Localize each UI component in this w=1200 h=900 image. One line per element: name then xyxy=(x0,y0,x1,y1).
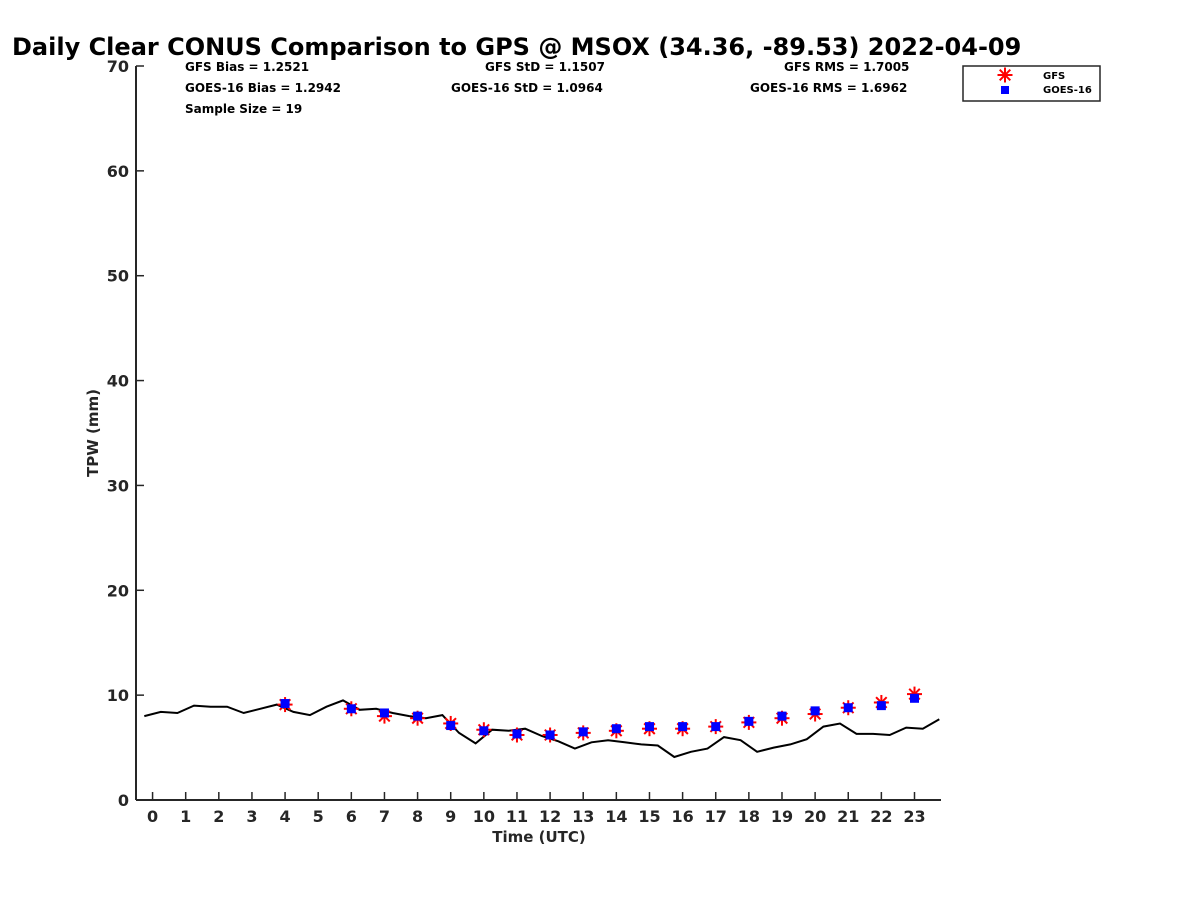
x-tick-label: 13 xyxy=(572,807,594,826)
x-tick-label: 4 xyxy=(280,807,291,826)
goes-point xyxy=(379,708,389,718)
x-tick-label: 1 xyxy=(180,807,191,826)
goes-point xyxy=(744,716,754,726)
x-tick-label: 9 xyxy=(445,807,456,826)
legend-label-goes: GOES-16 xyxy=(1043,85,1092,96)
goes-point xyxy=(413,711,423,721)
x-tick-label: 5 xyxy=(313,807,324,826)
legend-goes-square-icon xyxy=(1001,86,1009,94)
goes-point xyxy=(611,724,621,734)
goes-point xyxy=(711,722,721,732)
y-tick-label: 60 xyxy=(107,162,129,181)
goes-point xyxy=(280,699,290,709)
legend-gfs-asterisk-icon xyxy=(997,67,1013,83)
goes-point xyxy=(777,711,787,721)
y-tick-label: 70 xyxy=(107,57,129,76)
x-tick-label: 15 xyxy=(638,807,660,826)
y-tick-label: 0 xyxy=(118,791,129,810)
gfs-bias-stat: GFS Bias = 1.2521 xyxy=(185,60,309,74)
x-tick-label: 0 xyxy=(147,807,158,826)
goes-point xyxy=(545,730,555,740)
gfs-rms-stat: GFS RMS = 1.7005 xyxy=(784,60,909,74)
chart-title: Daily Clear CONUS Comparison to GPS @ MS… xyxy=(12,33,1021,61)
x-tick-label: 16 xyxy=(671,807,693,826)
y-axis-label: TPW (mm) xyxy=(84,389,102,477)
x-tick-label: 17 xyxy=(705,807,727,826)
x-tick-label: 23 xyxy=(903,807,925,826)
x-tick-label: 12 xyxy=(539,807,561,826)
goes-point xyxy=(512,729,522,739)
x-tick-label: 14 xyxy=(605,807,627,826)
legend-gfs-asterisk xyxy=(997,67,1013,83)
legend-box xyxy=(962,65,1101,102)
legend: GFS GOES-16 xyxy=(962,65,1101,102)
goes-point xyxy=(644,722,654,732)
goes-point xyxy=(876,701,886,711)
x-tick-label: 10 xyxy=(473,807,495,826)
x-tick-label: 7 xyxy=(379,807,390,826)
x-tick-label: 11 xyxy=(506,807,528,826)
goes-point xyxy=(446,721,456,731)
y-tick-label: 20 xyxy=(107,581,129,600)
x-tick-label: 8 xyxy=(412,807,423,826)
x-tick-label: 20 xyxy=(804,807,826,826)
x-tick-label: 2 xyxy=(213,807,224,826)
goes-point xyxy=(678,722,688,732)
gps-series-line xyxy=(144,699,940,759)
y-tick-label: 50 xyxy=(107,267,129,286)
goes-point xyxy=(479,726,489,736)
x-tick-label: 6 xyxy=(346,807,357,826)
goes-std-stat: GOES-16 StD = 1.0964 xyxy=(451,81,603,95)
gfs-std-stat: GFS StD = 1.1507 xyxy=(485,60,605,74)
goes-bias-stat: GOES-16 Bias = 1.2942 xyxy=(185,81,341,95)
x-tick-label: 22 xyxy=(870,807,892,826)
x-tick-label: 19 xyxy=(771,807,793,826)
goes-point xyxy=(810,706,820,716)
x-tick-label: 21 xyxy=(837,807,859,826)
y-tick-label: 40 xyxy=(107,372,129,391)
goes-point xyxy=(578,727,588,737)
goes-point xyxy=(346,704,356,714)
sample-size-stat: Sample Size = 19 xyxy=(185,102,302,116)
goes-rms-stat: GOES-16 RMS = 1.6962 xyxy=(750,81,907,95)
x-axis-label: Time (UTC) xyxy=(492,828,586,846)
x-tick-label: 18 xyxy=(738,807,760,826)
goes-point xyxy=(909,693,919,703)
y-tick-label: 30 xyxy=(107,476,129,495)
legend-label-gfs: GFS xyxy=(1043,71,1065,82)
goes-point xyxy=(843,703,853,713)
x-tick-label: 3 xyxy=(246,807,257,826)
y-tick-label: 10 xyxy=(107,686,129,705)
